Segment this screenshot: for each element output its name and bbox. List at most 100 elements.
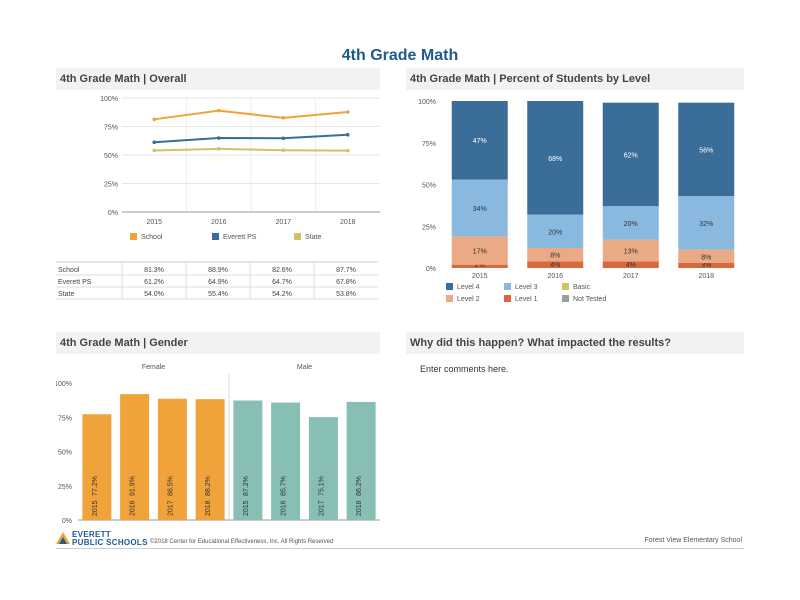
bar-segment bbox=[602, 261, 659, 268]
table-cell: 82.6% bbox=[272, 267, 292, 274]
bar-value-label: 85.7% bbox=[281, 476, 288, 496]
table-cell: 81.3% bbox=[144, 267, 164, 274]
bar-label: 20% bbox=[624, 221, 638, 228]
table-cell: 54.0% bbox=[144, 291, 164, 298]
bar-label: 17% bbox=[473, 248, 487, 255]
data-point bbox=[345, 110, 350, 114]
bar bbox=[271, 402, 301, 520]
x-tick-label: 2016 bbox=[211, 219, 227, 226]
bar-value-label: 88.5% bbox=[167, 476, 174, 496]
bar-segment bbox=[527, 247, 584, 262]
bar-year-label: 2015 bbox=[92, 500, 99, 516]
gender-bar-chart: 0% 25% 50% 75% 100% Female Male 2015 77.2% 2016 91… bbox=[56, 364, 380, 525]
y-tick-label: 0% bbox=[108, 210, 118, 217]
bar-label: 34% bbox=[473, 206, 487, 213]
bar-segment bbox=[678, 196, 735, 250]
group-label: Male bbox=[297, 364, 312, 371]
data-point bbox=[216, 136, 221, 140]
bar-segment bbox=[678, 102, 735, 197]
table-cell: 64.9% bbox=[208, 279, 228, 286]
bar-label: 13% bbox=[624, 248, 638, 255]
y-tick-label: 50% bbox=[104, 153, 118, 160]
bar-segment bbox=[678, 249, 735, 263]
table-row-label: State bbox=[58, 291, 74, 298]
bar-label: 62% bbox=[624, 152, 638, 159]
logo-text-line1: EVERETT bbox=[72, 530, 111, 539]
bar-value-label: 91.9% bbox=[130, 476, 137, 496]
legend-swatch bbox=[562, 283, 569, 290]
bar-year-label: 2018 bbox=[205, 500, 212, 516]
bar-year-label: 2015 bbox=[243, 500, 250, 516]
legend-label: Everett PS bbox=[223, 234, 257, 241]
bar-value-label: 87.2% bbox=[243, 476, 250, 496]
table-cell: 54.2% bbox=[272, 291, 292, 298]
bar-value-label: 75.1% bbox=[318, 476, 325, 496]
table-cell: 55.4% bbox=[208, 291, 228, 298]
bar-segment bbox=[527, 214, 584, 248]
legend-label: Level 1 bbox=[515, 296, 538, 303]
group-label: Female bbox=[142, 364, 165, 371]
comments-input[interactable]: Enter comments here. bbox=[420, 364, 509, 374]
table-row-label: School bbox=[58, 267, 80, 274]
bar-year-label: 2018 bbox=[356, 500, 363, 516]
panel-header-levels: 4th Grade Math | Percent of Students by … bbox=[406, 68, 744, 90]
legend-swatch bbox=[212, 233, 219, 240]
bar bbox=[346, 401, 376, 520]
bar-label: 32% bbox=[699, 221, 713, 228]
legend-swatch bbox=[562, 295, 569, 302]
bar-segment bbox=[678, 262, 735, 268]
bar-label: 8% bbox=[550, 253, 560, 260]
panel-header-overall: 4th Grade Math | Overall bbox=[56, 68, 380, 90]
bar bbox=[82, 414, 112, 520]
bar-value-label: 88.2% bbox=[205, 476, 212, 496]
table-row-label: Everett PS bbox=[58, 279, 92, 286]
bar-label: 4% bbox=[626, 262, 636, 269]
series-line bbox=[154, 147, 348, 152]
table-cell: 64.7% bbox=[272, 279, 292, 286]
panel-header-gender: 4th Grade Math | Gender bbox=[56, 332, 380, 354]
copyright-text: ©2018 Center for Educational Effectivene… bbox=[150, 539, 334, 545]
data-point bbox=[345, 132, 350, 137]
panel-header-why: Why did this happen? What impacted the r… bbox=[406, 332, 744, 354]
bar-segment bbox=[602, 239, 659, 262]
bar-segment bbox=[451, 179, 508, 237]
bar-year-label: 2016 bbox=[281, 500, 288, 516]
bar-label: 56% bbox=[699, 147, 713, 154]
legend-swatch bbox=[504, 295, 511, 302]
legend-label: Not Tested bbox=[573, 296, 606, 303]
y-tick-label: 25% bbox=[422, 224, 436, 231]
data-point bbox=[281, 136, 286, 141]
legend-label: School bbox=[141, 234, 163, 241]
y-tick-label: 100% bbox=[418, 99, 436, 106]
y-tick-label: 25% bbox=[104, 182, 118, 189]
bar-year-label: 2017 bbox=[318, 500, 325, 516]
bar-value-label: 86.2% bbox=[356, 476, 363, 496]
bar-segment bbox=[451, 236, 508, 265]
legend-label: Basic bbox=[573, 284, 591, 291]
legend-label: State bbox=[305, 234, 321, 241]
y-tick-label: 50% bbox=[422, 183, 436, 190]
bar-segment bbox=[602, 102, 659, 207]
data-point bbox=[152, 140, 157, 145]
legend-swatch bbox=[130, 233, 137, 240]
x-tick-label: 2017 bbox=[623, 273, 639, 280]
data-point bbox=[281, 148, 286, 153]
y-tick-label: 100% bbox=[56, 381, 72, 388]
bar-segment bbox=[451, 101, 508, 180]
overall-data-table: School 81.3% 88.9% 82.6% 87.7% Everett PS 61.2… bbox=[56, 261, 378, 300]
x-tick-label: 2017 bbox=[275, 219, 291, 226]
y-tick-label: 0% bbox=[426, 266, 436, 273]
table-cell: 53.8% bbox=[336, 291, 356, 298]
bar-segment bbox=[527, 261, 584, 268]
bar-year-label: 2016 bbox=[130, 500, 137, 516]
y-tick-label: 25% bbox=[58, 484, 72, 491]
table-cell: 61.2% bbox=[144, 279, 164, 286]
series-line bbox=[154, 133, 348, 144]
bar-value-label: 77.2% bbox=[92, 476, 99, 496]
data-point bbox=[152, 148, 157, 153]
bar-label: 3% bbox=[701, 262, 711, 269]
y-tick-label: 50% bbox=[58, 450, 72, 457]
bar bbox=[157, 398, 187, 520]
page-title: 4th Grade Math bbox=[341, 47, 459, 64]
logo-mark-icon bbox=[56, 532, 70, 544]
